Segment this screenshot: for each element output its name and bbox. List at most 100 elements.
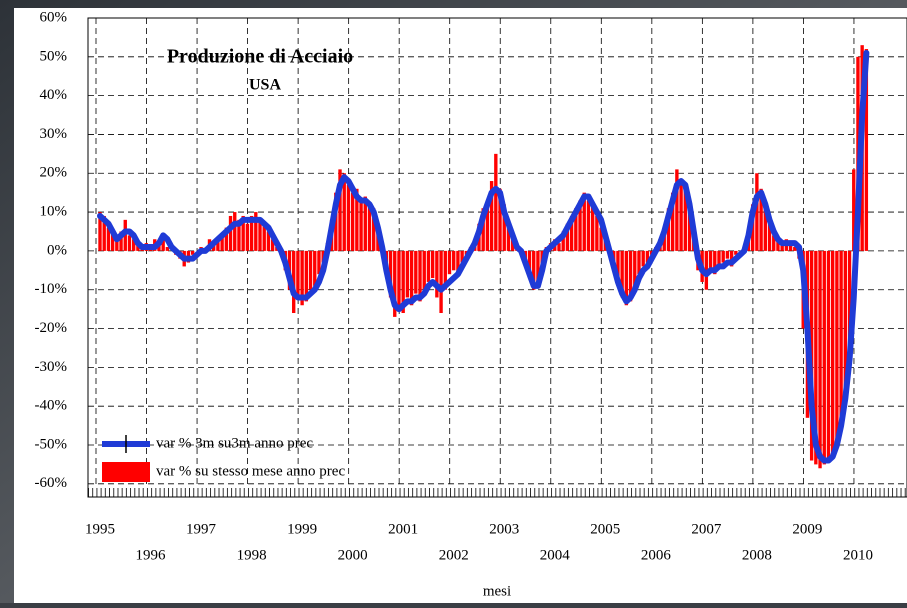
bar [826,250,831,461]
bar [527,250,532,279]
bar [586,200,591,251]
bar [317,250,321,275]
bar [772,235,776,251]
bar [831,250,835,457]
bar [835,250,839,445]
bar [161,239,165,251]
bar [670,192,675,251]
bar [620,250,624,298]
bar [452,250,456,271]
bar [426,250,431,282]
x-tick-label: 2008 [742,547,772,563]
bar [498,188,502,251]
bar [734,250,738,255]
bar [763,208,767,251]
bar [679,181,683,251]
y-tick-label: 50% [40,48,68,64]
bar [359,200,363,251]
bar [847,250,852,348]
bar [388,250,393,298]
y-tick-label: 10% [40,204,68,220]
chart-panel [14,8,907,603]
bar [687,212,692,251]
x-tick-label: 2010 [843,547,873,563]
bar [435,250,439,298]
bar [119,231,123,251]
x-tick-label: 2002 [439,547,469,563]
bar [839,250,843,422]
bar [262,223,266,251]
x-tick-label: 2003 [489,521,519,537]
bar [270,239,275,251]
x-tick-label: 1997 [186,521,217,537]
bar [494,153,498,251]
bar [489,181,494,251]
bar [852,169,856,251]
bar [641,250,645,267]
bar [216,239,220,251]
bar [683,188,687,251]
y-tick-label: -10% [35,281,68,297]
bar [645,250,650,263]
bar [363,196,367,251]
bar [637,250,641,275]
bar [372,208,376,251]
x-tick-label: 1998 [237,547,267,563]
bar [864,49,869,251]
bar [439,250,443,314]
bar [713,250,717,275]
bar [224,227,229,251]
y-tick-label: 20% [40,165,68,181]
bar [115,239,119,251]
bar [304,250,309,302]
bar [793,247,797,251]
bar [334,192,338,251]
x-tick-label: 2001 [388,521,418,537]
x-tick-label: 2005 [590,521,620,537]
bar [220,235,224,251]
bar [814,250,818,465]
y-tick-label: 0% [47,242,67,258]
bar [561,231,565,251]
bar [233,212,237,251]
bar [266,231,271,251]
bar [502,204,506,251]
x-tick-label: 2009 [792,521,822,537]
bar [666,208,671,251]
bar [616,250,620,286]
legend-label: var % su stesso mese anno prec [156,463,345,479]
bar [788,243,793,251]
y-tick-label: 30% [40,126,68,142]
line [97,49,870,464]
bar [624,250,629,306]
bar [460,250,464,263]
bar [254,212,258,251]
bar [633,250,637,286]
bar [292,250,296,314]
y-tick-label: 60% [40,9,68,25]
x-tick-label: 2006 [641,547,672,563]
bar [569,215,574,251]
bar [132,239,136,251]
bar [578,200,582,251]
bar [110,231,115,251]
bar [780,243,784,251]
bar [565,223,570,251]
y-tick-label: 40% [40,87,68,103]
legend-swatch [102,462,150,482]
bar [165,247,170,251]
bar [485,200,490,251]
bar [582,192,586,251]
bar [843,250,848,391]
bar [599,227,603,251]
y-tick-label: -20% [35,320,68,336]
x-tick-label: 2000 [338,547,368,563]
bar [759,188,763,251]
bar [300,250,304,306]
x-tick-label: 1999 [287,521,317,537]
bar [422,250,426,290]
bar [776,239,780,251]
x-tick-label: 1996 [136,547,167,563]
legend-label: var % 3m su3m anno prec [156,435,313,451]
